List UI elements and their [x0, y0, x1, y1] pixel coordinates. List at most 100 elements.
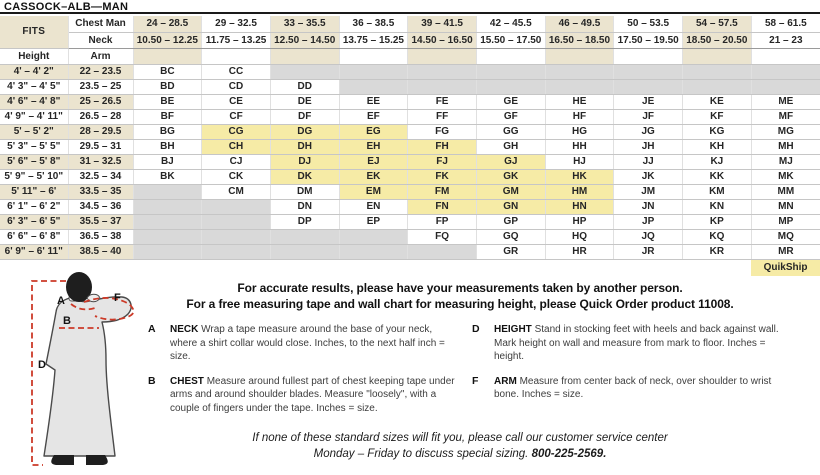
size-code-cell: HF [545, 109, 615, 125]
definition-chest: B CHEST Measure around fullest part of c… [148, 375, 458, 416]
definition-term: HEIGHT [494, 324, 532, 335]
table-row: 5' 6" – 5' 8" 31 – 32.5 BJ CJ DJ EJ FJ GJ HJ JJ KJ… [0, 154, 820, 170]
size-code-cell: JR [613, 244, 683, 260]
chest-range-cell: 42 – 45.5 [476, 16, 546, 33]
size-code-cell: CJ [201, 154, 271, 170]
size-code-cell: KG [682, 124, 752, 140]
unavailable-cell [270, 229, 340, 245]
table-row: 4' 3" – 4' 5" 23.5 – 25 BD CD DD [0, 79, 820, 95]
intro-line-1: For accurate results, please have your m… [237, 281, 683, 295]
right-foot [86, 455, 108, 465]
figure-label-f: F [114, 292, 121, 304]
arm-cell: 28 – 29.5 [68, 124, 134, 140]
size-code-cell: BJ [133, 154, 203, 170]
neck-range-cell: 11.75 – 13.25 [201, 32, 271, 49]
size-code-cell: JN [613, 199, 683, 215]
unavailable-cell [133, 229, 203, 245]
size-code-cell: KM [682, 184, 752, 200]
size-code-cell: FE [407, 94, 477, 110]
size-code-cell: GP [476, 214, 546, 230]
size-code-cell: KK [682, 169, 752, 185]
unavailable-cell [201, 244, 271, 260]
size-code-cell: BC [133, 64, 203, 80]
size-code-cell: CF [201, 109, 271, 125]
size-code-cell: JG [613, 124, 683, 140]
size-code-cell: DD [270, 79, 340, 95]
size-code-cell: HK [545, 169, 615, 185]
unavailable-cell [339, 64, 409, 80]
special-sizing-note: If none of these standard sizes will fit… [110, 431, 810, 462]
size-code-cell: DF [270, 109, 340, 125]
unavailable-cell [201, 199, 271, 215]
size-code-cell: FH [407, 139, 477, 155]
arm-cell: 31 – 32.5 [68, 154, 134, 170]
unavailable-cell [545, 64, 615, 80]
neck-range-cell: 10.50 – 12.25 [133, 32, 203, 49]
chest-range-cell: 54 – 57.5 [682, 16, 752, 33]
size-code-cell: FJ [407, 154, 477, 170]
figure-label-b: B [63, 315, 71, 327]
unavailable-cell [339, 244, 409, 260]
definition-neck: A NECK Wrap a tape measure around the ba… [148, 323, 458, 364]
height-cell: 4' 6" – 4' 8" [0, 94, 69, 110]
neck-header-row: Neck 10.50 – 12.25 11.75 – 13.25 12.50 – 14… [0, 32, 820, 49]
chest-range-cell: 33 – 35.5 [270, 16, 340, 33]
size-code-cell: GH [476, 139, 546, 155]
size-code-cell: DM [270, 184, 340, 200]
definition-term: NECK [170, 324, 199, 335]
size-code-cell: EH [339, 139, 409, 155]
unavailable-cell [476, 79, 546, 95]
unavailable-cell [201, 214, 271, 230]
size-table: FITS Chest Man 24 – 28.5 29 – 32.5 33 – 35.5… [0, 16, 820, 276]
arm-cell: 32.5 – 34 [68, 169, 134, 185]
spacer-cell [613, 48, 683, 65]
spacer-cell [133, 48, 203, 65]
unavailable-cell [339, 229, 409, 245]
size-code-cell: GF [476, 109, 546, 125]
size-code-cell: JF [613, 109, 683, 125]
size-code-cell: HE [545, 94, 615, 110]
size-code-cell: KQ [682, 229, 752, 245]
unavailable-cell [613, 64, 683, 80]
arm-cell: 36.5 – 38 [68, 229, 134, 245]
quikship-row: QuikShip [0, 259, 820, 276]
size-code-cell: CD [201, 79, 271, 95]
chest-range-cell: 24 – 28.5 [133, 16, 203, 33]
size-code-cell: DE [270, 94, 340, 110]
hand [86, 293, 101, 303]
unavailable-cell [682, 79, 752, 95]
size-code-cell: JE [613, 94, 683, 110]
neck-range-cell: 18.50 – 20.50 [682, 32, 752, 49]
arm-cell: 22 – 23.5 [68, 64, 134, 80]
size-code-cell: JJ [613, 154, 683, 170]
footer-line-1: If none of these standard sizes will fit… [252, 432, 668, 444]
unavailable-cell [133, 199, 203, 215]
neck-range-cell: 16.50 – 18.50 [545, 32, 615, 49]
table-row: 4' 9" – 4' 11" 26.5 – 28 BF CF DF EF FF GF HF JF K… [0, 109, 820, 125]
arm-column-label: Arm [68, 48, 134, 65]
size-code-cell: JQ [613, 229, 683, 245]
size-code-cell: BD [133, 79, 203, 95]
size-code-cell: BF [133, 109, 203, 125]
chest-range-cell: 39 – 41.5 [407, 16, 477, 33]
unavailable-cell [751, 79, 820, 95]
height-cell: 6' 6" – 6' 8" [0, 229, 69, 245]
size-code-cell: HQ [545, 229, 615, 245]
chest-row-label: Chest Man [68, 16, 134, 33]
size-code-cell: FP [407, 214, 477, 230]
size-code-cell: MH [751, 139, 820, 155]
arm-cell: 33.5 – 35 [68, 184, 134, 200]
neck-range-cell: 14.50 – 16.50 [407, 32, 477, 49]
definition-term: CHEST [170, 375, 204, 387]
arm-cell: 23.5 – 25 [68, 79, 134, 95]
footer-line-2-text: Monday – Friday to discuss special sizin… [313, 447, 532, 460]
unavailable-cell [270, 64, 340, 80]
neck-range-cell: 17.50 – 19.50 [613, 32, 683, 49]
size-code-cell: GM [476, 184, 546, 200]
size-code-cell: EE [339, 94, 409, 110]
neck-range-cell: 13.75 – 15.25 [339, 32, 409, 49]
size-code-cell: EM [339, 184, 409, 200]
table-row: 6' 9" – 6' 11" 38.5 – 40 GR HR JR KR MR [0, 244, 820, 260]
size-code-cell: DH [270, 139, 340, 155]
quikship-badge: QuikShip [751, 259, 820, 276]
